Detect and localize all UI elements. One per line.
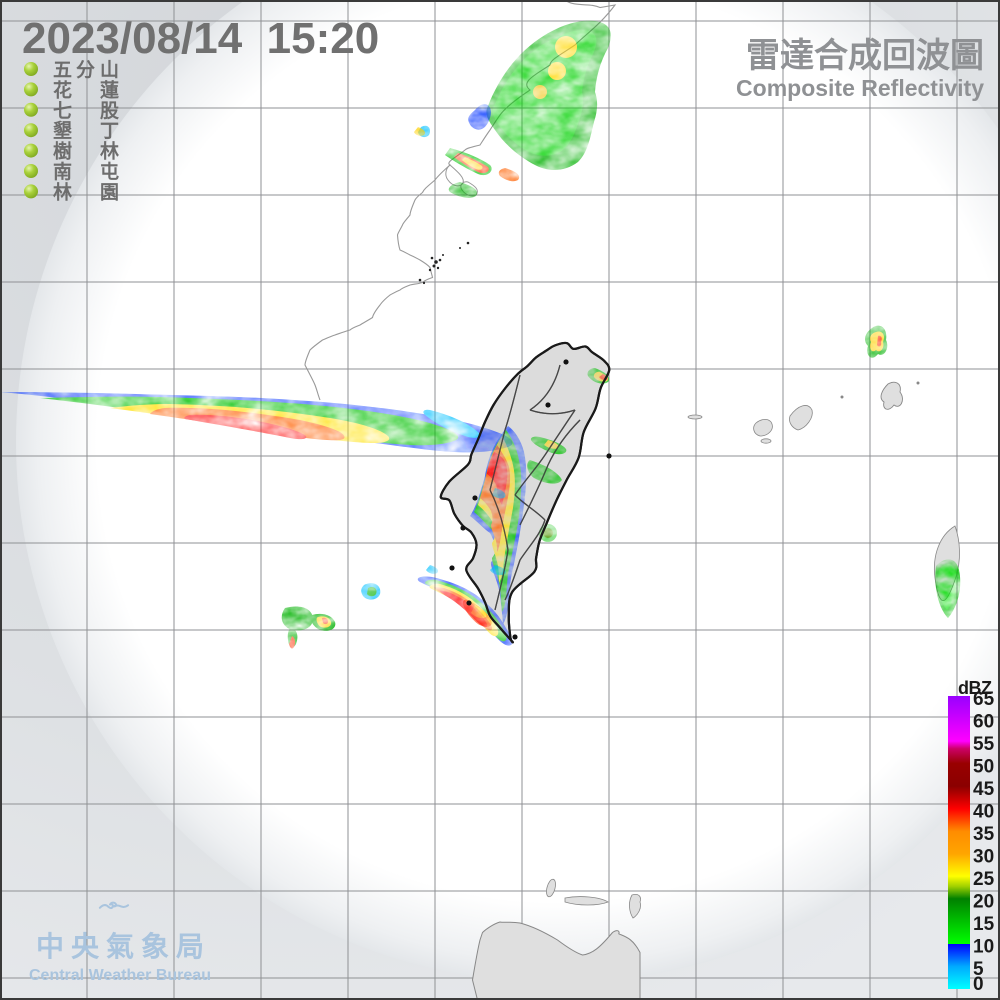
svg-text:25: 25 — [973, 869, 995, 890]
svg-text:55: 55 — [973, 734, 995, 755]
svg-text:60: 60 — [973, 712, 994, 733]
svg-text:0: 0 — [973, 974, 984, 995]
svg-text:10: 10 — [973, 937, 994, 958]
svg-text:30: 30 — [973, 847, 994, 868]
svg-text:65: 65 — [973, 690, 995, 710]
svg-text:45: 45 — [973, 779, 995, 800]
svg-text:50: 50 — [973, 757, 994, 778]
svg-text:35: 35 — [973, 824, 995, 845]
svg-text:15: 15 — [973, 914, 995, 935]
svg-text:20: 20 — [973, 892, 994, 913]
svg-text:40: 40 — [973, 802, 994, 823]
